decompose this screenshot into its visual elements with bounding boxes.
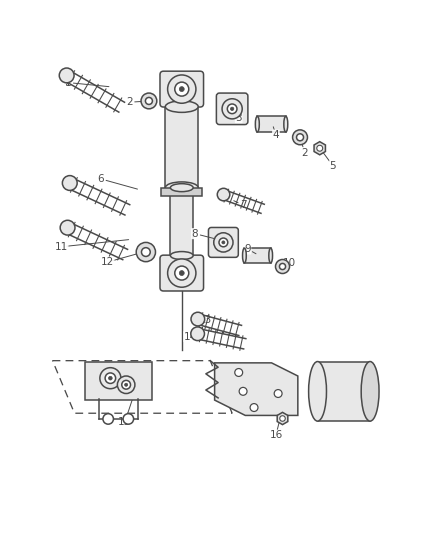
Circle shape bbox=[122, 381, 131, 389]
Circle shape bbox=[105, 373, 116, 383]
Circle shape bbox=[297, 134, 304, 141]
Circle shape bbox=[250, 403, 258, 411]
Circle shape bbox=[103, 414, 113, 424]
Circle shape bbox=[235, 368, 243, 376]
Ellipse shape bbox=[165, 101, 198, 112]
Circle shape bbox=[222, 99, 242, 119]
Circle shape bbox=[293, 130, 307, 145]
Ellipse shape bbox=[309, 361, 326, 421]
Ellipse shape bbox=[243, 248, 246, 263]
Bar bbox=[170, 188, 193, 255]
Text: 13: 13 bbox=[199, 315, 212, 325]
Text: 16: 16 bbox=[269, 430, 283, 440]
Circle shape bbox=[179, 271, 184, 276]
Text: 14: 14 bbox=[184, 332, 197, 342]
Polygon shape bbox=[277, 413, 288, 425]
FancyBboxPatch shape bbox=[208, 228, 238, 257]
Circle shape bbox=[60, 220, 75, 235]
FancyBboxPatch shape bbox=[216, 93, 248, 125]
Circle shape bbox=[62, 175, 77, 190]
Circle shape bbox=[117, 376, 135, 393]
Ellipse shape bbox=[165, 182, 198, 193]
Text: 15: 15 bbox=[118, 417, 131, 427]
Ellipse shape bbox=[269, 248, 272, 263]
Text: 7: 7 bbox=[240, 200, 247, 210]
Circle shape bbox=[217, 188, 230, 201]
Circle shape bbox=[230, 107, 234, 110]
Circle shape bbox=[214, 233, 233, 252]
Circle shape bbox=[175, 82, 189, 96]
Polygon shape bbox=[314, 142, 325, 155]
Ellipse shape bbox=[255, 116, 259, 132]
Circle shape bbox=[141, 93, 157, 109]
Circle shape bbox=[59, 68, 74, 83]
Bar bbox=[318, 361, 370, 421]
Circle shape bbox=[279, 263, 286, 270]
Ellipse shape bbox=[170, 252, 193, 260]
FancyBboxPatch shape bbox=[160, 255, 204, 291]
Circle shape bbox=[168, 259, 196, 287]
Bar bbox=[244, 248, 271, 263]
Circle shape bbox=[317, 146, 323, 151]
Text: 9: 9 bbox=[244, 244, 251, 254]
Circle shape bbox=[219, 238, 228, 247]
Bar bbox=[161, 188, 202, 196]
Text: 10: 10 bbox=[283, 258, 296, 268]
Text: 12: 12 bbox=[101, 257, 114, 267]
Circle shape bbox=[100, 368, 121, 389]
Text: 3: 3 bbox=[235, 112, 242, 123]
Polygon shape bbox=[215, 363, 298, 415]
Text: 2: 2 bbox=[126, 97, 133, 107]
Circle shape bbox=[227, 104, 237, 114]
Circle shape bbox=[123, 414, 134, 424]
Ellipse shape bbox=[361, 361, 379, 421]
FancyBboxPatch shape bbox=[85, 362, 152, 400]
Circle shape bbox=[274, 390, 282, 398]
Circle shape bbox=[280, 416, 285, 421]
Text: 6: 6 bbox=[97, 174, 104, 184]
Text: 5: 5 bbox=[329, 161, 336, 171]
Text: 11: 11 bbox=[55, 242, 68, 252]
Circle shape bbox=[109, 376, 112, 380]
Circle shape bbox=[191, 327, 205, 341]
Circle shape bbox=[141, 248, 150, 256]
Circle shape bbox=[239, 387, 247, 395]
Circle shape bbox=[222, 241, 225, 244]
Circle shape bbox=[145, 98, 152, 104]
Bar bbox=[257, 116, 286, 132]
Circle shape bbox=[168, 75, 196, 103]
Text: 4: 4 bbox=[272, 130, 279, 140]
FancyBboxPatch shape bbox=[160, 71, 204, 107]
Circle shape bbox=[276, 260, 290, 273]
Circle shape bbox=[175, 266, 189, 280]
Text: 8: 8 bbox=[191, 229, 198, 239]
Bar bbox=[166, 107, 198, 188]
Circle shape bbox=[179, 87, 184, 92]
Text: 1: 1 bbox=[64, 77, 71, 87]
Circle shape bbox=[191, 312, 205, 326]
Ellipse shape bbox=[284, 116, 288, 132]
Circle shape bbox=[136, 243, 155, 262]
Circle shape bbox=[125, 383, 128, 386]
Ellipse shape bbox=[170, 184, 193, 192]
Text: 2: 2 bbox=[301, 148, 308, 158]
